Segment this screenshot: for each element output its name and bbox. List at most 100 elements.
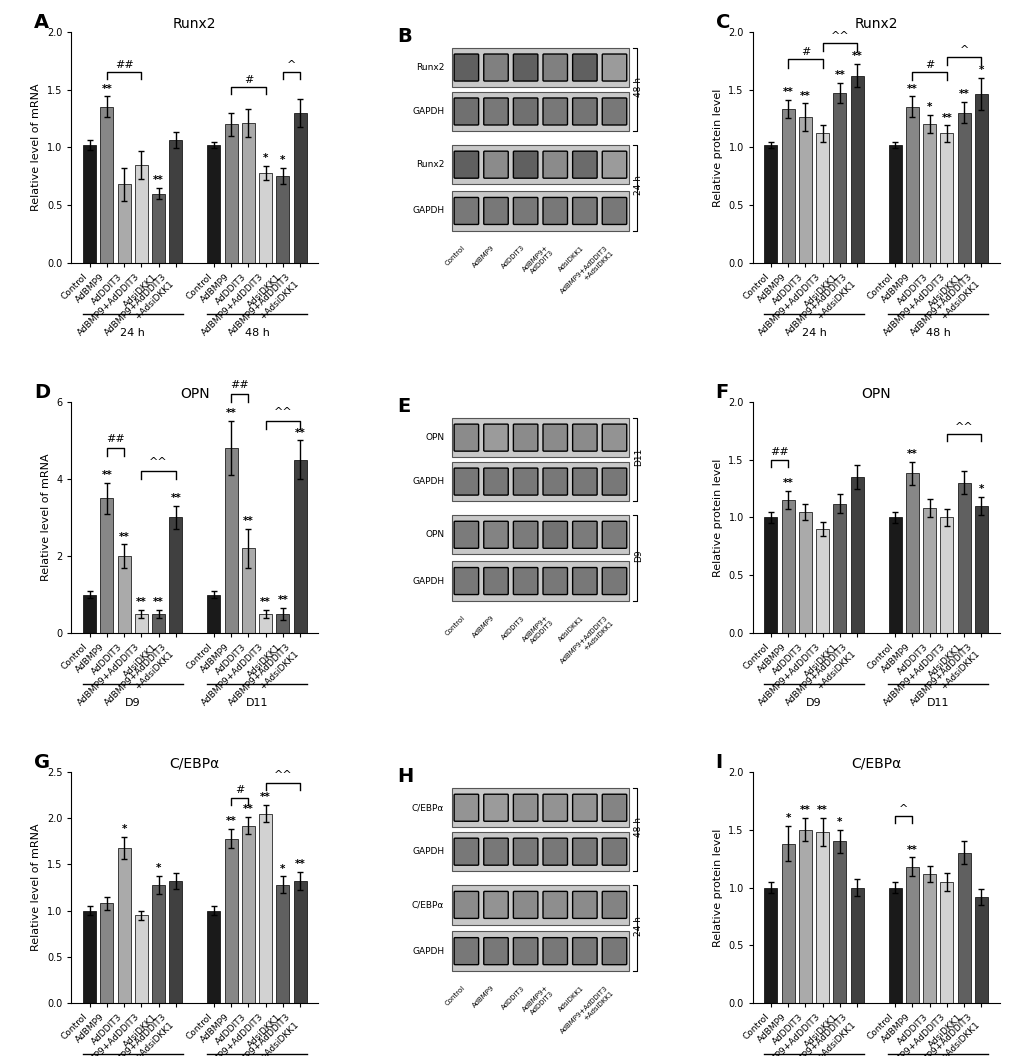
FancyBboxPatch shape (572, 794, 596, 822)
FancyBboxPatch shape (453, 98, 478, 125)
Bar (974, 506, 987, 634)
Bar (781, 501, 794, 634)
FancyBboxPatch shape (572, 891, 596, 919)
FancyBboxPatch shape (601, 794, 626, 822)
FancyBboxPatch shape (453, 151, 478, 178)
FancyBboxPatch shape (542, 567, 567, 595)
Text: AdDDIT3: AdDDIT3 (499, 984, 525, 1011)
Bar (763, 517, 776, 634)
FancyBboxPatch shape (542, 425, 567, 451)
Bar (815, 133, 828, 263)
Bar (100, 107, 113, 263)
Text: ^: ^ (898, 804, 908, 813)
Text: D11: D11 (926, 698, 949, 708)
Text: *: * (837, 817, 842, 827)
Bar (117, 848, 130, 1003)
FancyBboxPatch shape (513, 838, 537, 865)
Text: I: I (715, 753, 722, 772)
Text: AdBMP9: AdBMP9 (471, 615, 495, 639)
Text: ^^: ^^ (273, 408, 292, 417)
Text: C/EBPα: C/EBPα (412, 804, 443, 812)
Text: AdBMP9+AdDDIT3
+AdsiDKK1: AdBMP9+AdDDIT3 +AdsiDKK1 (559, 245, 613, 299)
Bar (242, 826, 255, 1003)
FancyBboxPatch shape (572, 838, 596, 865)
Bar (259, 813, 272, 1003)
FancyBboxPatch shape (451, 931, 629, 970)
FancyBboxPatch shape (542, 151, 567, 178)
Bar (781, 844, 794, 1003)
FancyBboxPatch shape (451, 788, 629, 828)
Text: 24 h: 24 h (120, 327, 145, 338)
Text: AdBMP9+AdDDIT3
+AdsiDKK1: AdBMP9+AdDDIT3 +AdsiDKK1 (559, 984, 613, 1039)
Text: D9: D9 (124, 698, 141, 708)
Bar (83, 595, 96, 634)
Text: AdBMP9: AdBMP9 (471, 984, 495, 1008)
FancyBboxPatch shape (483, 938, 507, 965)
Text: D9: D9 (634, 549, 643, 562)
Text: *: * (978, 65, 983, 75)
Bar (905, 473, 918, 634)
FancyBboxPatch shape (542, 522, 567, 548)
Text: *: * (926, 102, 931, 112)
FancyBboxPatch shape (483, 838, 507, 865)
Bar (242, 124, 255, 263)
Text: *: * (785, 813, 790, 824)
FancyBboxPatch shape (451, 418, 629, 457)
Bar (922, 125, 935, 263)
Text: **: ** (851, 52, 862, 61)
FancyBboxPatch shape (601, 151, 626, 178)
Text: 24 h: 24 h (634, 916, 643, 936)
Text: AdDDIT3: AdDDIT3 (499, 615, 525, 640)
FancyBboxPatch shape (542, 794, 567, 822)
FancyBboxPatch shape (453, 567, 478, 595)
Text: AdBMP9+
AdDDIT3: AdBMP9+ AdDDIT3 (522, 615, 554, 648)
FancyBboxPatch shape (601, 98, 626, 125)
Text: Runx2: Runx2 (416, 63, 443, 72)
Bar (135, 916, 148, 1003)
Text: D11: D11 (246, 698, 268, 708)
Bar (293, 113, 307, 263)
Text: Control: Control (444, 984, 466, 1006)
FancyBboxPatch shape (513, 567, 537, 595)
Bar (169, 140, 182, 263)
Bar (224, 838, 237, 1003)
FancyBboxPatch shape (453, 794, 478, 822)
FancyBboxPatch shape (453, 838, 478, 865)
Text: ^: ^ (959, 44, 968, 55)
Bar (242, 548, 255, 634)
Bar (974, 94, 987, 263)
FancyBboxPatch shape (483, 567, 507, 595)
Text: **: ** (243, 805, 254, 814)
Bar (940, 882, 953, 1003)
FancyBboxPatch shape (483, 468, 507, 495)
FancyBboxPatch shape (451, 885, 629, 925)
Bar (152, 885, 165, 1003)
Text: **: ** (260, 792, 271, 803)
Bar (798, 512, 811, 634)
FancyBboxPatch shape (542, 468, 567, 495)
Text: 48 h: 48 h (634, 77, 643, 97)
Text: AdsiDKK1: AdsiDKK1 (556, 984, 584, 1013)
Bar (888, 517, 901, 634)
FancyBboxPatch shape (513, 98, 537, 125)
FancyBboxPatch shape (601, 425, 626, 451)
Title: Runx2: Runx2 (173, 17, 216, 31)
Text: **: ** (243, 516, 254, 526)
Bar (850, 477, 863, 634)
FancyBboxPatch shape (483, 197, 507, 225)
Text: *: * (156, 863, 161, 872)
Text: **: ** (101, 83, 112, 94)
Bar (940, 517, 953, 634)
FancyBboxPatch shape (483, 98, 507, 125)
Bar (152, 614, 165, 634)
Text: Control: Control (444, 245, 466, 266)
Bar (888, 145, 901, 263)
Text: **: ** (782, 478, 793, 488)
Bar (207, 595, 220, 634)
Text: **: ** (799, 91, 810, 100)
FancyBboxPatch shape (572, 54, 596, 81)
Bar (83, 910, 96, 1003)
Text: **: ** (277, 596, 288, 605)
Text: ^: ^ (286, 60, 296, 70)
Text: 48 h: 48 h (634, 817, 643, 837)
